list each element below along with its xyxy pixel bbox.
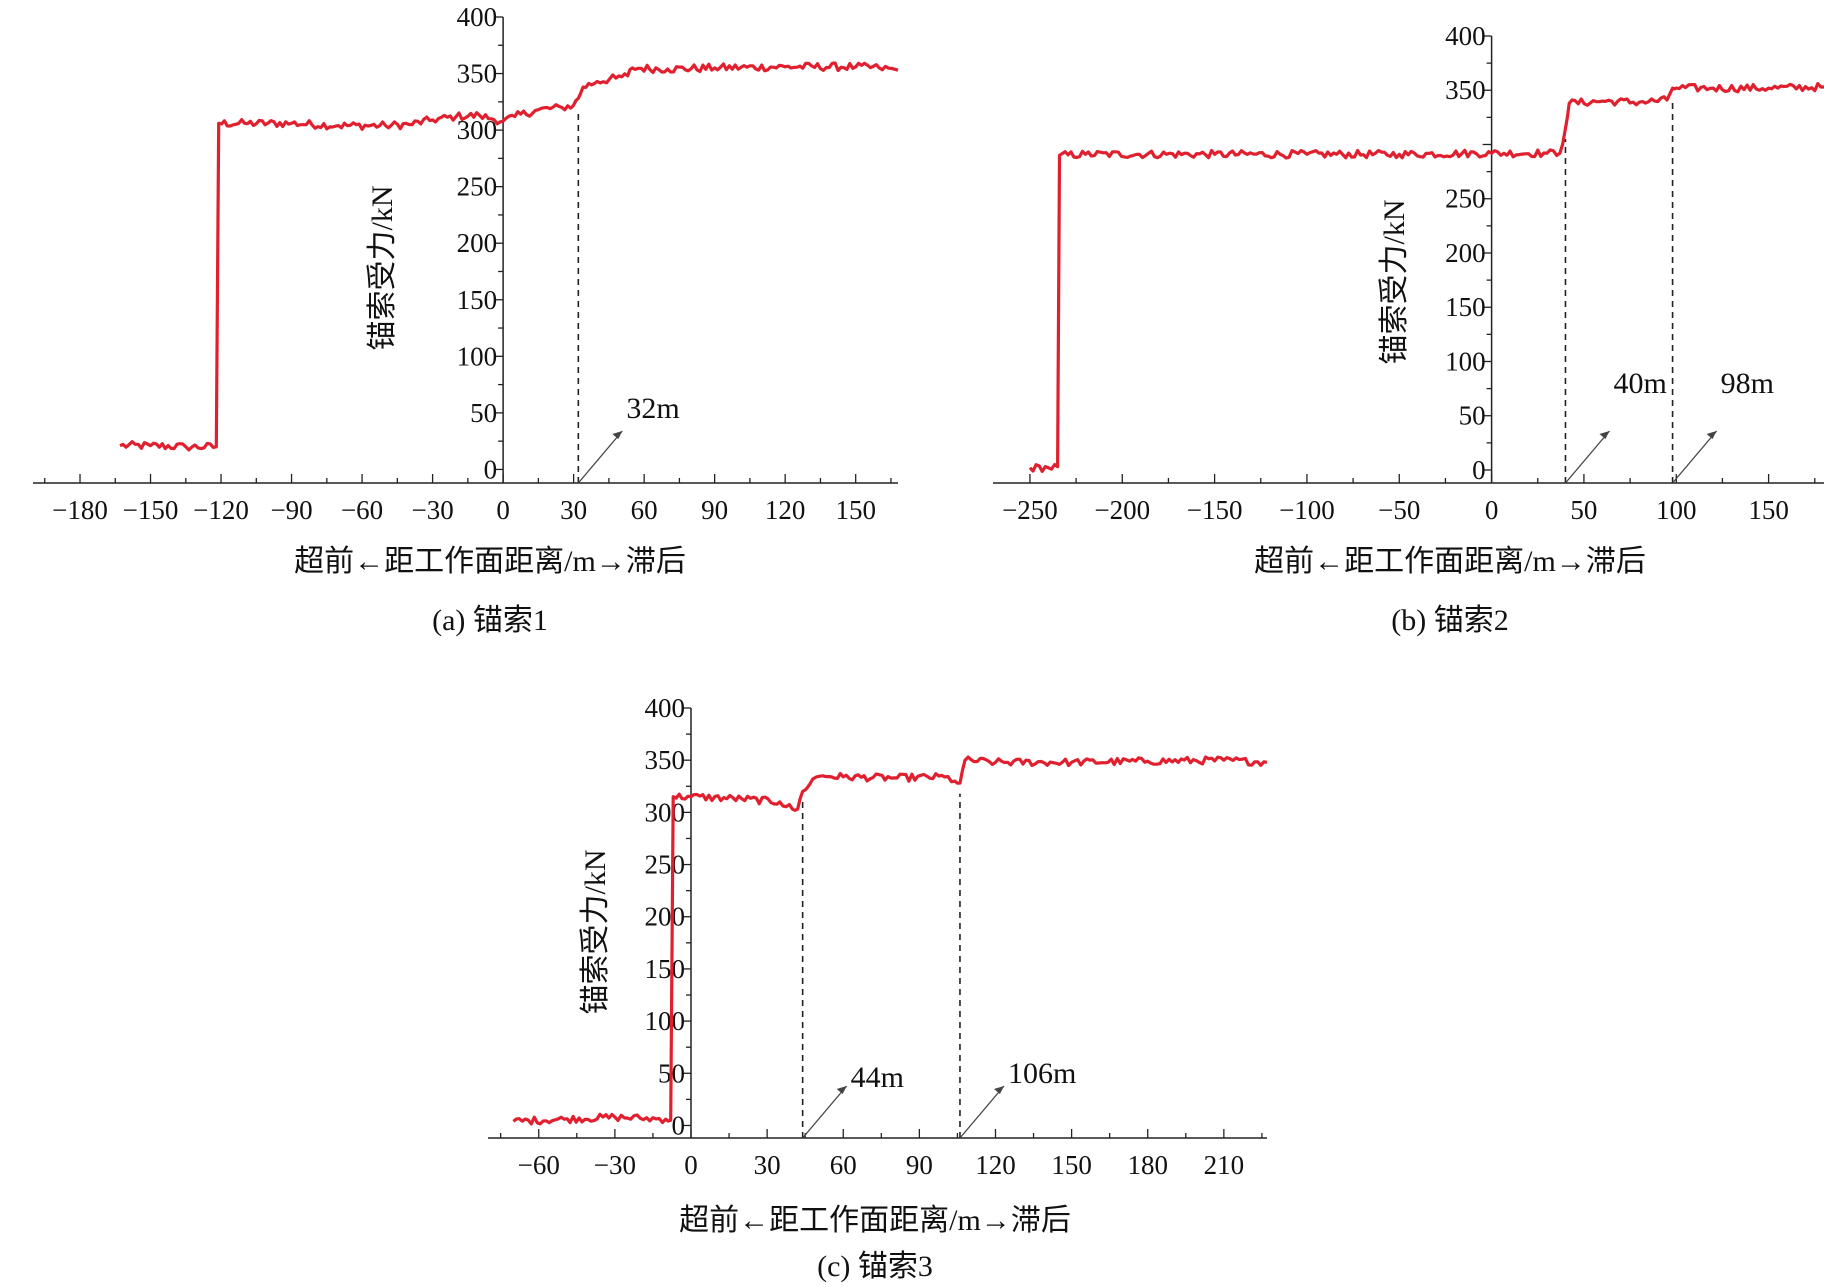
x-tick-label: −150 — [1187, 495, 1243, 525]
x-tick-label: 210 — [1204, 1150, 1245, 1180]
x-tick-label: 0 — [684, 1150, 698, 1180]
x-tick-label: 150 — [835, 495, 876, 525]
x-tick-label: 60 — [631, 495, 658, 525]
annotation-arrow — [1672, 430, 1718, 484]
x-tick-label: −120 — [193, 495, 249, 525]
annotation-arrow — [1564, 430, 1610, 484]
x-tick-label: 150 — [1051, 1150, 1092, 1180]
series-line — [119, 61, 899, 452]
y-tick-label: 200 — [457, 228, 498, 258]
xlabel-c: 超前←距工作面距离/m→滞后 — [679, 1204, 1071, 1237]
ylabel-a: 锚索受力/kN — [366, 186, 399, 351]
x-tick-label: 90 — [906, 1150, 933, 1180]
x-tick-label: −180 — [52, 495, 108, 525]
x-tick-label: −250 — [1002, 495, 1058, 525]
x-tick-label: 120 — [975, 1150, 1016, 1180]
panel-a: −180 −150 −120 −90 −60 −30 0 30 60 90 120 150 0 50 100… — [33, 2, 899, 637]
series-line — [512, 755, 1268, 1126]
x-tick-label: −50 — [1378, 495, 1420, 525]
y-tick-label: 150 — [1445, 292, 1486, 322]
x-tick-label: 150 — [1748, 495, 1789, 525]
x-tick-label: 50 — [1570, 495, 1597, 525]
y-tick-label: 400 — [644, 693, 685, 723]
annotation-label: 106m — [1008, 1057, 1076, 1090]
x-tick-label: 100 — [1656, 495, 1697, 525]
x-tick-label: −150 — [123, 495, 179, 525]
annotation-arrowhead — [993, 1086, 1004, 1094]
x-tick-label: −60 — [341, 495, 383, 525]
annotation-label: 44m — [851, 1061, 904, 1094]
plot-c: −60 −30 0 30 60 90 120 150 180 210050100150200250… — [488, 693, 1268, 1180]
y-tick-label: 100 — [644, 1006, 685, 1036]
y-tick-label: 250 — [644, 850, 685, 880]
y-tick-label: 50 — [470, 398, 497, 428]
ylabel-c: 锚索受力/kN — [579, 850, 612, 1015]
annotation-arrow — [802, 1085, 848, 1139]
y-tick-label: 150 — [644, 954, 685, 984]
y-tick-label: 150 — [457, 285, 498, 315]
y-tick-label: 350 — [644, 745, 685, 775]
x-tick-label: −60 — [518, 1150, 560, 1180]
y-tick-label: 250 — [457, 172, 498, 202]
annotation-arrow — [577, 430, 623, 484]
y-tick-label: 350 — [457, 59, 498, 89]
panel-b: −250 −200 −150 −100 −50 0 50 100 150 0 50 100 150 200… — [993, 21, 1824, 637]
x-tick-label: 120 — [765, 495, 806, 525]
xlabel-a: 超前←距工作面距离/m→滞后 — [294, 545, 686, 578]
y-tick-label: 300 — [644, 797, 685, 827]
x-tick-label: 30 — [754, 1150, 781, 1180]
annotation-label: 98m — [1721, 367, 1774, 400]
annotation-arrowhead — [836, 1086, 847, 1094]
caption-b: (b) 锚索2 — [1391, 604, 1508, 637]
plot-a: −180 −150 −120 −90 −60 −30 0 30 60 90 120 150 0 50 100… — [33, 2, 899, 525]
annotation-arrowhead — [612, 431, 623, 439]
y-tick-label: 200 — [1445, 238, 1486, 268]
y-tick-label: 50 — [1459, 401, 1486, 431]
y-tick-label: 400 — [457, 2, 498, 32]
y-tick-label: 0 — [671, 1110, 685, 1140]
panel-c: −60 −30 0 30 60 90 120 150 180 210050100150200250… — [488, 693, 1268, 1283]
y-tick-label: 100 — [457, 341, 498, 371]
series-line — [1028, 82, 1824, 473]
y-tick-label: 0 — [1472, 455, 1486, 485]
ylabel-b: 锚索受力/kN — [1378, 200, 1411, 365]
x-tick-label: −30 — [411, 495, 453, 525]
plot-b: −250 −200 −150 −100 −50 0 50 100 150 0 50 100 150 200… — [993, 21, 1824, 525]
annotation-arrowhead — [1599, 431, 1610, 439]
x-tick-label: 180 — [1127, 1150, 1168, 1180]
annotation-label: 32m — [626, 392, 679, 425]
x-tick-label: 30 — [560, 495, 587, 525]
annotation-arrow — [959, 1085, 1005, 1139]
annotation-arrowhead — [1706, 431, 1717, 439]
x-tick-label: −200 — [1094, 495, 1150, 525]
caption-a: (a) 锚索1 — [432, 604, 548, 637]
x-tick-label: −100 — [1279, 495, 1335, 525]
y-tick-label: 400 — [1445, 21, 1486, 51]
y-tick-label: 350 — [1445, 75, 1486, 105]
y-tick-label: 250 — [1445, 184, 1486, 214]
x-tick-label: 60 — [830, 1150, 857, 1180]
xlabel-b: 超前←距工作面距离/m→滞后 — [1254, 545, 1646, 578]
y-tick-label: 200 — [644, 902, 685, 932]
x-tick-label: 0 — [1485, 495, 1499, 525]
y-tick-label: 0 — [484, 454, 498, 484]
x-tick-label: 90 — [701, 495, 728, 525]
x-tick-label: −90 — [270, 495, 312, 525]
annotation-label: 40m — [1613, 367, 1666, 400]
x-tick-label: 0 — [496, 495, 510, 525]
caption-c: (c) 锚索3 — [817, 1250, 933, 1283]
y-tick-label: 100 — [1445, 346, 1486, 376]
x-tick-label: −30 — [594, 1150, 636, 1180]
